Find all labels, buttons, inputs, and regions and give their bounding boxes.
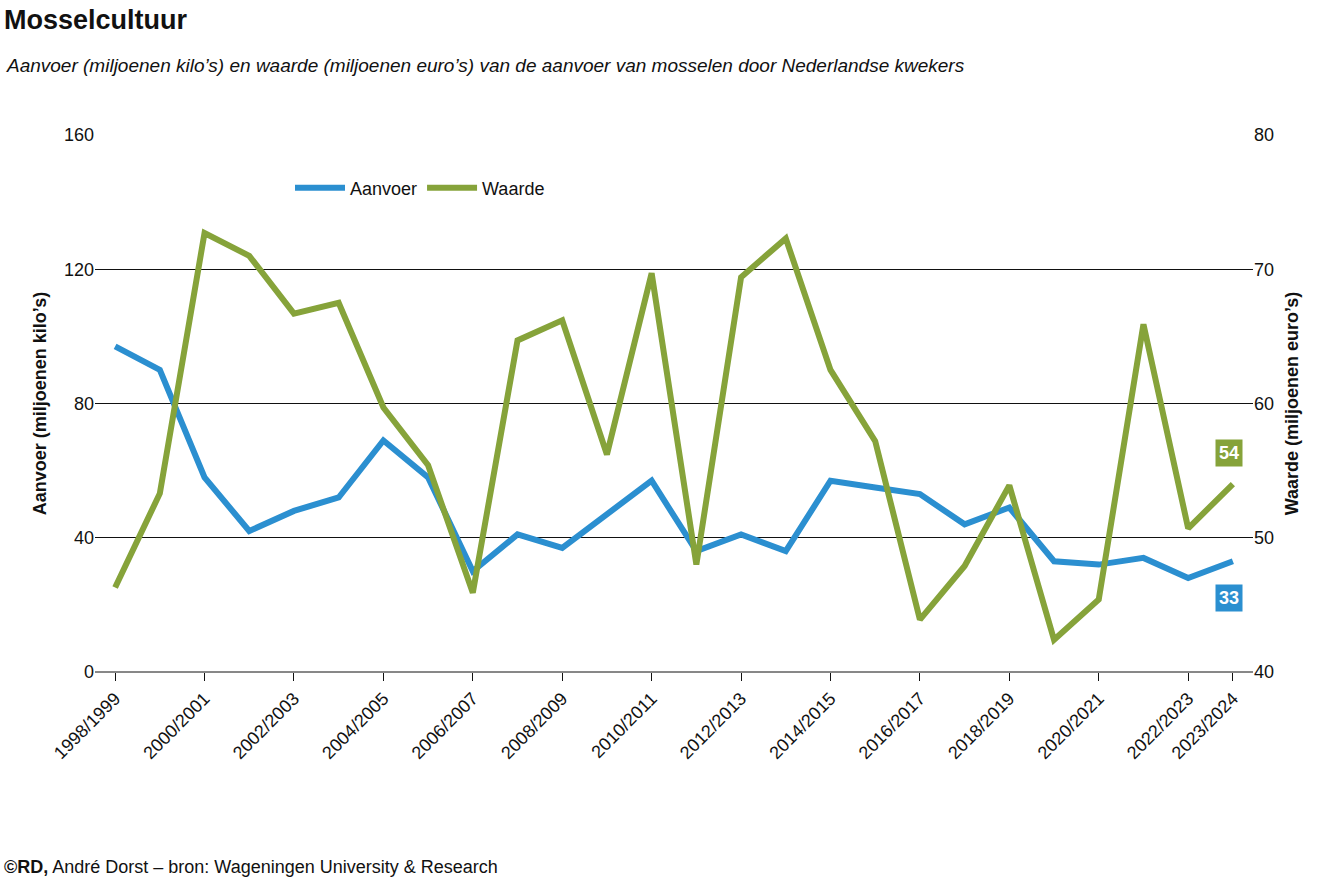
svg-text:33: 33 bbox=[1219, 588, 1239, 608]
svg-text:40: 40 bbox=[1254, 662, 1274, 682]
svg-text:2016/2017: 2016/2017 bbox=[855, 689, 929, 763]
svg-text:2014/2015: 2014/2015 bbox=[765, 689, 839, 763]
svg-text:40: 40 bbox=[74, 528, 94, 548]
svg-text:2008/2009: 2008/2009 bbox=[497, 689, 571, 763]
svg-text:Mosselcultuur: Mosselcultuur bbox=[4, 5, 188, 35]
svg-text:Waarde (miljoenen euro’s): Waarde (miljoenen euro’s) bbox=[1282, 292, 1302, 516]
svg-text:Waarde: Waarde bbox=[482, 179, 544, 199]
svg-text:60: 60 bbox=[1254, 394, 1274, 414]
svg-text:80: 80 bbox=[74, 394, 94, 414]
svg-text:2002/2003: 2002/2003 bbox=[229, 689, 303, 763]
svg-text:©RD, André Dorst – bron: Wagen: ©RD, André Dorst – bron: Wageningen Univ… bbox=[4, 857, 498, 877]
svg-text:0: 0 bbox=[84, 662, 94, 682]
svg-text:Aanvoer (miljoenen kilo’s): Aanvoer (miljoenen kilo’s) bbox=[30, 292, 50, 515]
svg-text:2012/2013: 2012/2013 bbox=[676, 689, 750, 763]
svg-text:2018/2019: 2018/2019 bbox=[944, 689, 1018, 763]
svg-text:2006/2007: 2006/2007 bbox=[408, 689, 482, 763]
svg-text:2022/2023: 2022/2023 bbox=[1123, 689, 1197, 763]
svg-text:2023/2024: 2023/2024 bbox=[1168, 689, 1242, 763]
svg-text:120: 120 bbox=[64, 260, 94, 280]
svg-text:1998/1999: 1998/1999 bbox=[50, 689, 124, 763]
svg-text:54: 54 bbox=[1219, 443, 1239, 463]
svg-text:70: 70 bbox=[1254, 260, 1274, 280]
svg-text:2010/2011: 2010/2011 bbox=[587, 689, 660, 762]
svg-text:2000/2001: 2000/2001 bbox=[139, 689, 213, 763]
svg-text:160: 160 bbox=[64, 125, 94, 145]
svg-text:2020/2021: 2020/2021 bbox=[1034, 689, 1108, 763]
svg-text:Aanvoer (miljoenen kilo’s) en: Aanvoer (miljoenen kilo’s) en waarde (mi… bbox=[6, 55, 965, 76]
svg-text:Aanvoer: Aanvoer bbox=[350, 179, 417, 199]
svg-text:50: 50 bbox=[1254, 528, 1274, 548]
svg-text:2004/2005: 2004/2005 bbox=[318, 689, 392, 763]
svg-text:80: 80 bbox=[1254, 125, 1274, 145]
